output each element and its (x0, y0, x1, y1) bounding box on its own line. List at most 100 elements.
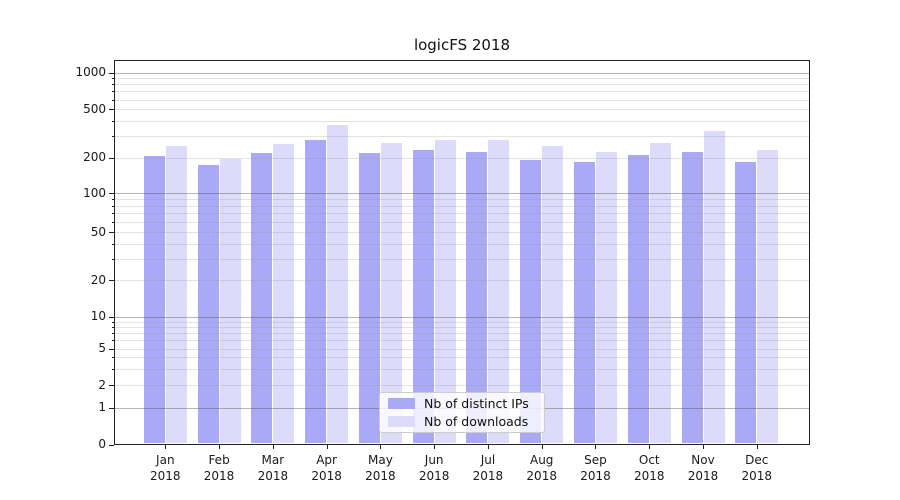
bar-nb-of-distinct-ips (627, 155, 649, 444)
y-tick-label: 0 (98, 437, 106, 451)
bar-nb-of-downloads (434, 139, 456, 444)
gridline-minor (115, 368, 809, 370)
y-minor-tick (111, 232, 114, 234)
legend-swatch-downloads (388, 416, 415, 427)
gridline-minor (115, 121, 809, 123)
y-minor-tick (111, 243, 114, 245)
x-label-month: Apr (316, 453, 337, 467)
y-tick-label: 1000 (75, 65, 106, 79)
x-label-month: Jan (156, 453, 175, 467)
y-tick-label: 5 (98, 341, 106, 355)
y-minor-tick (111, 385, 114, 386)
bar-nb-of-distinct-ips (573, 161, 595, 444)
bar-nb-of-downloads (488, 139, 510, 444)
gridline-minor (115, 243, 809, 245)
y-tick (109, 444, 114, 446)
y-minor-tick (111, 78, 114, 80)
x-tick-label: Jun 2018 (404, 453, 464, 484)
x-label-year: 2018 (257, 468, 289, 483)
x-label-year: 2018 (418, 468, 450, 483)
x-label-month: Nov (691, 453, 715, 467)
gridline-minor (115, 326, 809, 328)
x-label-year: 2018 (311, 468, 342, 483)
x-tick (219, 444, 221, 449)
gridline-major (115, 72, 809, 74)
x-label-month: Oct (638, 453, 660, 467)
bar-nb-of-downloads (273, 143, 295, 444)
y-tick-label: 2 (98, 377, 106, 392)
x-tick-label: Jan 2018 (135, 453, 195, 484)
x-label-year: 2018 (150, 468, 181, 483)
bar-nb-of-downloads (165, 145, 187, 444)
x-tick (703, 444, 705, 449)
x-tick (487, 444, 489, 449)
bar-nb-of-distinct-ips (735, 161, 757, 444)
bar-nb-of-downloads (649, 142, 671, 444)
x-tick-label: May 2018 (350, 453, 410, 484)
x-tick-label: Sep 2018 (565, 453, 625, 484)
gridline-minor (115, 321, 809, 323)
x-label-month: Mar (261, 453, 285, 467)
x-label-year: 2018 (526, 468, 557, 483)
y-minor-tick (111, 213, 114, 215)
gridline-minor (115, 280, 809, 282)
bar-nb-of-downloads (703, 131, 725, 444)
gridline-minor (115, 259, 809, 261)
x-label-year: 2018 (203, 468, 235, 483)
y-minor-tick (111, 259, 114, 261)
x-tick (272, 444, 274, 449)
y-minor-tick (111, 222, 114, 224)
gridline-minor (115, 91, 809, 93)
y-minor-tick (111, 199, 114, 201)
y-minor-tick (111, 157, 114, 159)
bar-nb-of-distinct-ips (197, 164, 219, 444)
x-tick-label: Jul 2018 (458, 453, 518, 484)
gridline-minor (115, 348, 809, 350)
gridline-major (115, 316, 809, 318)
gridline-minor (115, 340, 809, 342)
y-tick-label: 20 (90, 272, 106, 287)
x-label-year: 2018 (687, 468, 719, 483)
x-tick-label: Nov 2018 (673, 453, 733, 484)
x-tick-label: Oct 2018 (619, 453, 679, 484)
gridline-minor (115, 357, 809, 359)
y-tick (109, 193, 114, 195)
x-tick (165, 444, 167, 449)
y-tick (109, 407, 114, 409)
legend-item-distinct-ips: Nb of distinct IPs (388, 396, 544, 411)
gridline-minor (115, 333, 809, 335)
x-tick-label: Apr 2018 (297, 453, 357, 484)
chart-title: logicFS 2018 (413, 36, 511, 54)
y-tick-label: 500 (83, 101, 106, 116)
y-minor-tick (111, 121, 114, 123)
legend-label-distinct-ips: Nb of distinct IPs (424, 396, 529, 411)
y-minor-tick (111, 109, 114, 111)
x-tick (541, 444, 543, 449)
bar-nb-of-downloads (757, 150, 779, 444)
gridline-major (115, 193, 809, 195)
bar-nb-of-downloads (219, 159, 241, 444)
x-label-month: Aug (529, 453, 554, 467)
x-tick-label: Dec 2018 (727, 453, 787, 484)
y-tick (109, 316, 114, 318)
gridline-minor (115, 205, 809, 207)
y-minor-tick (111, 357, 114, 359)
y-tick-label: 50 (90, 224, 106, 239)
x-tick (595, 444, 597, 449)
legend-label-downloads: Nb of downloads (424, 414, 529, 429)
legend-item-downloads: Nb of downloads (388, 414, 544, 429)
x-label-year: 2018 (472, 468, 504, 483)
gridline-minor (115, 199, 809, 201)
legend-swatch-distinct-ips (388, 398, 415, 409)
x-label-year: 2018 (741, 468, 773, 483)
gridline-minor (115, 136, 809, 138)
y-minor-tick (111, 84, 114, 86)
x-label-month: Sep (584, 453, 607, 467)
y-minor-tick (111, 99, 114, 101)
x-label-month: May (367, 453, 393, 467)
gridline-minor (115, 157, 809, 159)
x-label-year: 2018 (365, 468, 396, 483)
x-tick-label: Feb 2018 (189, 453, 249, 484)
bar-nb-of-distinct-ips (520, 160, 542, 444)
